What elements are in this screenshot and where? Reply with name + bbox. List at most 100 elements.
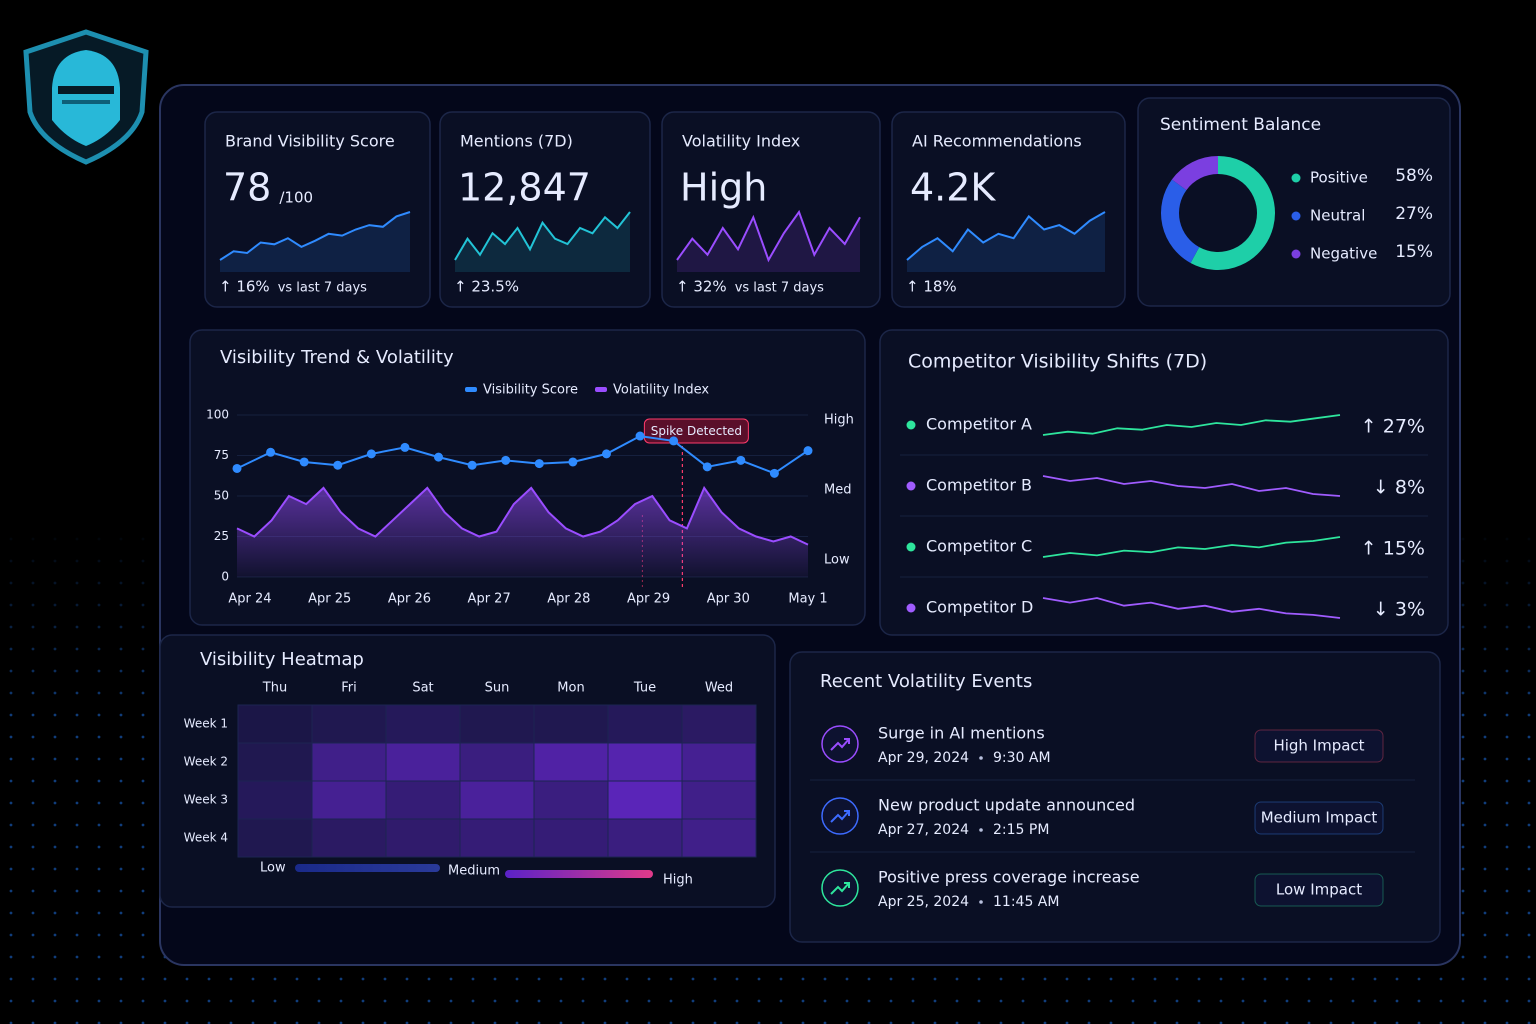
event-title: Surge in AI mentions (878, 724, 1045, 743)
competitor-name: Competitor C (926, 537, 1032, 556)
row-label: Week 3 (184, 793, 228, 807)
legend-label: Visibility Score (483, 383, 578, 398)
column-label: Mon (557, 681, 584, 696)
series-point (501, 455, 511, 465)
column-label: Tue (633, 681, 656, 696)
heatmap-cell (533, 742, 609, 782)
competitor-title: Competitor Visibility Shifts (7D) (908, 351, 1207, 373)
series-point (366, 449, 376, 459)
y-tick-label: 100 (206, 408, 229, 422)
separator-dot (979, 900, 983, 904)
series-point (266, 447, 276, 457)
kpi-value: 12,847 (458, 166, 591, 210)
legend-dot (1291, 211, 1301, 221)
competitor-change: ↓ 8% (1373, 477, 1425, 499)
column-label: Sat (412, 681, 433, 696)
y2-label: Low (824, 553, 850, 568)
donut-segment (1161, 179, 1200, 263)
series-point (434, 452, 444, 462)
separator-dot (979, 756, 983, 760)
heatmap-cell (533, 818, 609, 858)
legend-swatch (595, 387, 607, 392)
heatmap-cell (385, 704, 461, 744)
heatmap-cell (311, 742, 387, 782)
heatmap-cell (459, 704, 535, 744)
separator-dot (979, 828, 983, 832)
volatility-area (237, 487, 808, 577)
series-line (236, 485, 809, 546)
impact-label: Low Impact (1276, 881, 1362, 899)
heatmap-cell (237, 780, 313, 820)
kpi-change: ↑ 18% (906, 278, 957, 296)
heatmap-cell (681, 818, 757, 858)
event-date: Apr 25, 2024 (878, 894, 969, 910)
events-title: Recent Volatility Events (820, 671, 1032, 692)
column-label: Thu (262, 681, 287, 696)
heatmap-cell (311, 780, 387, 820)
heatmap-cell (533, 704, 609, 744)
competitor-change: ↑ 15% (1361, 538, 1425, 560)
x-tick-label: Apr 25 (308, 592, 351, 607)
sparkline (219, 211, 411, 261)
value-label: 27% (1395, 204, 1433, 224)
y-tick-label: 25 (214, 529, 229, 543)
spark-area (455, 212, 630, 272)
series-point (400, 442, 410, 452)
kpi-value: High (680, 166, 767, 210)
competitor-dot (906, 542, 916, 552)
kpi-title: Mentions (7D) (460, 132, 573, 151)
donut-segment (1190, 156, 1275, 270)
series-point (333, 460, 343, 470)
kpi-title: AI Recommendations (912, 132, 1082, 151)
series-point (803, 446, 813, 456)
sparkline (1042, 414, 1341, 436)
series-point (568, 457, 578, 467)
kpi-note: vs last 7 days (278, 281, 367, 296)
x-tick-label: Apr 28 (547, 592, 590, 607)
sentiment-title: Sentiment Balance (1160, 115, 1321, 135)
kpi-card (661, 111, 881, 308)
kpi-title: Brand Visibility Score (225, 132, 395, 151)
kpi-note: vs last 7 days (735, 281, 824, 296)
series-point (232, 463, 242, 473)
event-icon-glyph (830, 738, 850, 751)
row-label: Week 2 (184, 755, 228, 769)
heatmap-cell (681, 742, 757, 782)
value-label: 15% (1395, 242, 1433, 262)
impact-badge (1254, 873, 1384, 907)
column-label: Sun (485, 681, 510, 696)
sparkline (1042, 597, 1341, 619)
legend-label: High (663, 873, 693, 888)
spark-area (677, 212, 860, 272)
series-point (467, 460, 477, 470)
kpi-title: Volatility Index (682, 132, 800, 151)
spark-area (220, 212, 410, 272)
kpi-unit: /100 (279, 189, 313, 207)
kpi-change: ↑ 23.5% (454, 278, 519, 296)
kpi-change: ↑ 32% (676, 278, 727, 296)
x-tick-label: Apr 24 (228, 592, 271, 607)
legend-dot (1291, 173, 1301, 183)
competitor-name: Competitor B (926, 476, 1032, 495)
series-line (236, 435, 809, 475)
heatmap-cell (385, 818, 461, 858)
legend-label: Low (260, 861, 286, 876)
donut-segment (1171, 156, 1219, 191)
impact-badge (1254, 801, 1384, 835)
heatmap-cell (459, 818, 535, 858)
x-tick-label: May 1 (788, 592, 827, 607)
kpi-change: ↑ 16% (219, 278, 270, 296)
heatmap-cell (607, 742, 683, 782)
kpi-card (891, 111, 1126, 308)
heatmap-cell (459, 780, 535, 820)
kpi-value: 78 (223, 166, 271, 210)
series-point (534, 459, 544, 469)
events-card (789, 651, 1441, 943)
heatmap-cell (681, 704, 757, 744)
column-label: Fri (341, 681, 357, 696)
heatmap-cell (681, 780, 757, 820)
legend-bar (295, 864, 440, 872)
series-point (669, 436, 679, 446)
series-point (769, 468, 779, 478)
y2-label: Med (824, 483, 851, 498)
